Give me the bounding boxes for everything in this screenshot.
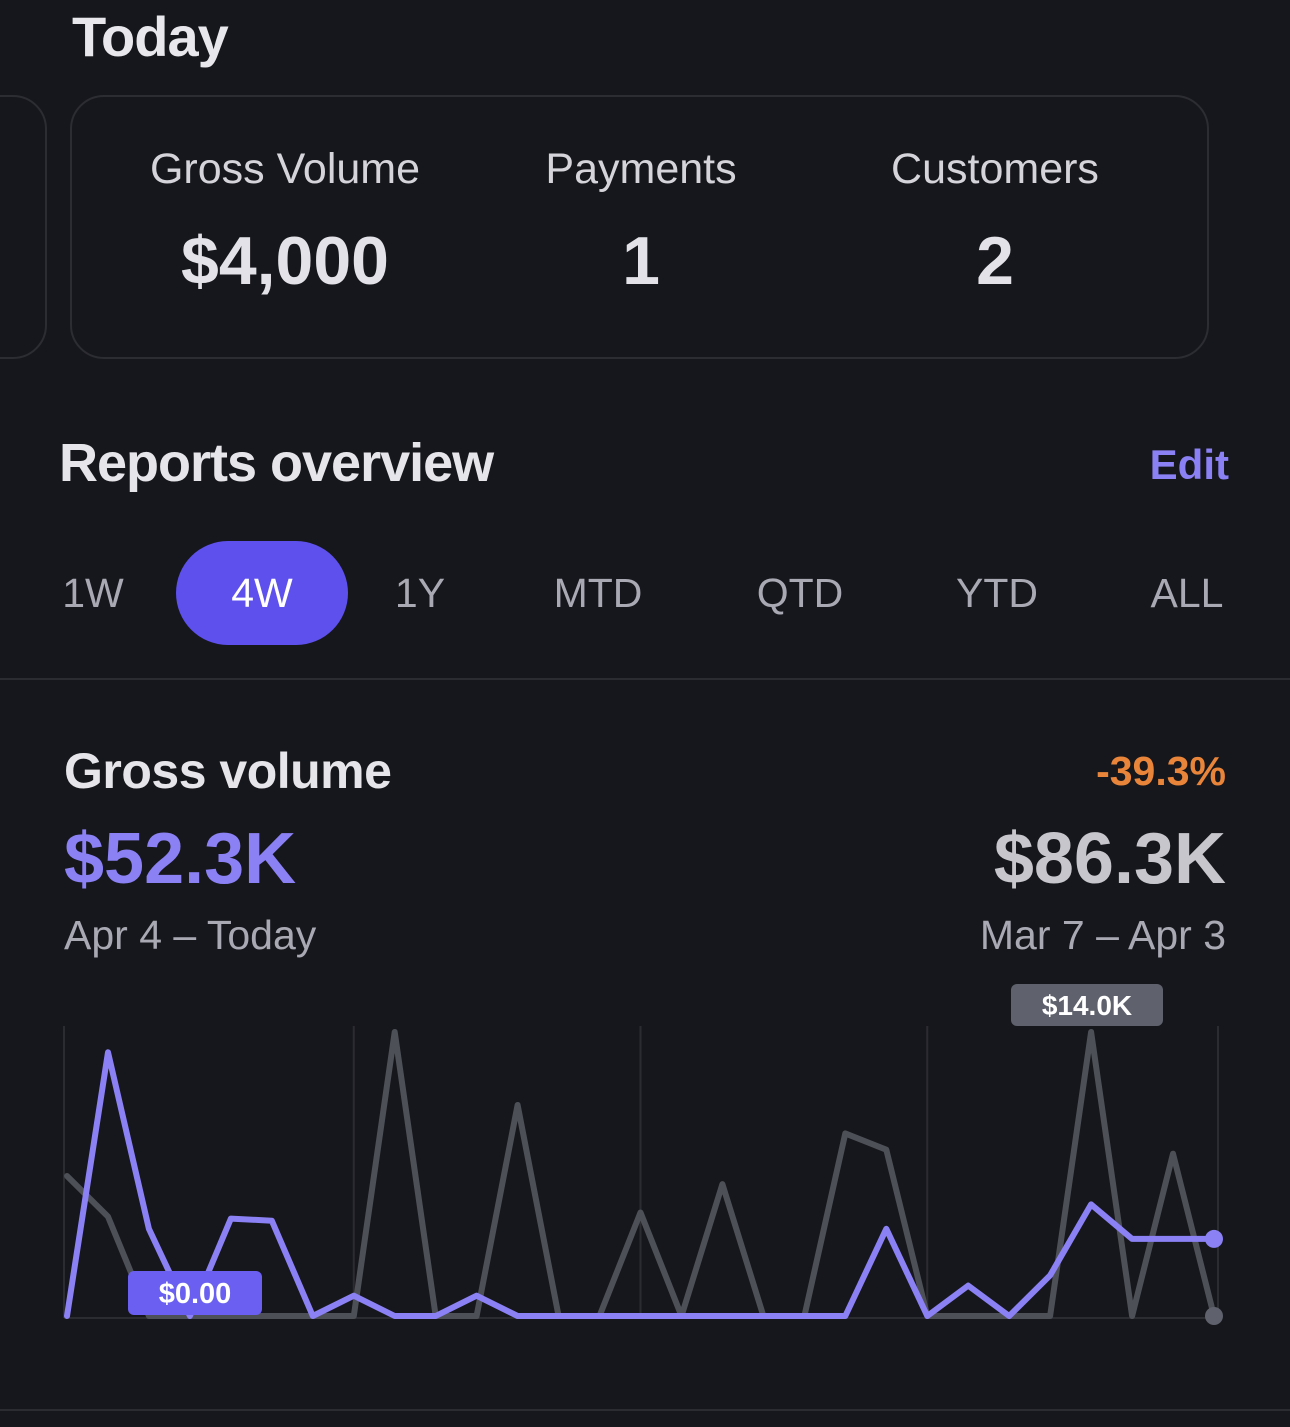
previous-point: [1205, 1307, 1223, 1325]
current-period-value: $52.3K: [64, 819, 297, 899]
today-stats-card[interactable]: Gross Volume $4,000 Payments 1 Customers…: [70, 95, 1209, 359]
max-value-badge: $14.0K: [1011, 984, 1163, 1026]
stat-value: 1: [622, 223, 660, 299]
tab-ytd[interactable]: YTD: [956, 570, 1038, 616]
stat-value: $4,000: [181, 223, 389, 299]
tab-all[interactable]: ALL: [1150, 570, 1224, 616]
current-period-range: Apr 4 – Today: [64, 912, 317, 958]
tab-4w[interactable]: 4W: [176, 541, 348, 645]
tab-qtd[interactable]: QTD: [756, 570, 844, 616]
previous-period-line: [64, 1029, 1217, 1319]
bottom-divider: [0, 1409, 1290, 1411]
tab-1w[interactable]: 1W: [62, 570, 124, 616]
min-badge-text: $0.00: [159, 1278, 232, 1310]
gross-volume-title: Gross volume: [64, 743, 392, 799]
today-title: Today: [72, 5, 229, 68]
stat-value: 2: [976, 223, 1014, 299]
stat-label: Customers: [891, 145, 1099, 193]
change-percentage: -39.3%: [1096, 748, 1226, 794]
range-tabs: 1W 4W 1Y MTD QTD YTD ALL: [0, 541, 1290, 645]
chart-gridlines: [63, 1026, 1219, 1318]
tab-1y[interactable]: 1Y: [394, 570, 446, 616]
max-badge-text: $14.0K: [1042, 990, 1132, 1021]
stat-label: Payments: [545, 145, 737, 193]
current-point: [1205, 1229, 1223, 1248]
tab-mtd[interactable]: MTD: [553, 570, 643, 616]
stat-label: Gross Volume: [149, 145, 421, 193]
current-period-line: [64, 1049, 1217, 1319]
edit-button[interactable]: Edit: [1149, 441, 1229, 488]
stat-gross-volume: Gross Volume $4,000: [150, 145, 420, 300]
section-divider: [0, 678, 1290, 680]
previous-period-range: Mar 7 – Apr 3: [979, 912, 1226, 958]
min-value-badge: $0.00: [128, 1271, 262, 1315]
previous-period-value: $86.3K: [993, 819, 1226, 899]
stat-payments: Payments 1: [545, 145, 736, 300]
stat-customers: Customers 2: [891, 145, 1099, 300]
reports-overview-title: Reports overview: [59, 433, 494, 493]
